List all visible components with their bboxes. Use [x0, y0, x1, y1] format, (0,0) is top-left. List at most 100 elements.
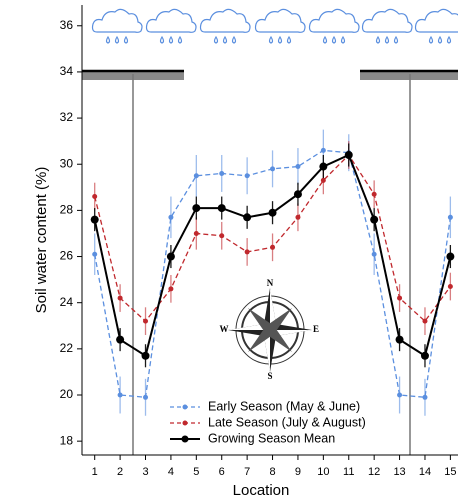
x-tick-label: 8 — [269, 466, 275, 478]
point — [219, 233, 225, 239]
point — [192, 204, 201, 213]
point — [446, 252, 455, 261]
point — [447, 284, 453, 290]
raindrop — [446, 35, 452, 44]
x-tick-label: 3 — [142, 466, 148, 478]
cloud — [254, 8, 306, 33]
point — [422, 318, 428, 324]
y-tick-label: 34 — [60, 64, 74, 78]
point — [193, 173, 199, 179]
point — [244, 173, 250, 179]
x-tick-label: 9 — [295, 466, 301, 478]
point — [447, 214, 453, 220]
cloud — [145, 8, 197, 33]
rain-cloud — [91, 8, 143, 44]
point — [166, 252, 175, 261]
cloud — [199, 8, 251, 33]
point — [270, 244, 276, 250]
x-tick-label: 15 — [444, 466, 456, 478]
raindrop — [331, 35, 337, 44]
compass-star — [248, 308, 292, 352]
point — [217, 204, 226, 213]
raindrop — [277, 35, 283, 44]
y-tick-label: 18 — [60, 433, 74, 447]
raindrop — [268, 35, 274, 44]
y-tick-label: 30 — [60, 156, 74, 170]
raindrop — [322, 35, 328, 44]
legend-swatch-point — [182, 404, 188, 410]
cloud — [361, 8, 413, 33]
y-tick-label: 28 — [60, 203, 74, 217]
raindrop — [177, 35, 183, 44]
y-tick-label: 20 — [60, 387, 74, 401]
decoration — [82, 8, 458, 455]
point — [92, 194, 98, 200]
cloud — [308, 8, 360, 33]
x-tick-label: 10 — [317, 466, 329, 478]
y-tick-label: 22 — [60, 341, 74, 355]
point — [370, 215, 379, 224]
rain-cloud — [145, 8, 197, 44]
point — [243, 213, 252, 222]
rain-cloud — [254, 8, 306, 44]
raindrop — [168, 35, 174, 44]
point — [397, 392, 403, 398]
x-tick-label: 4 — [168, 466, 174, 478]
legend-label: Early Season (May & June) — [208, 399, 360, 413]
point — [244, 249, 250, 255]
point — [141, 351, 150, 360]
point — [168, 286, 174, 292]
raindrop — [437, 35, 443, 44]
y-tick-label: 24 — [60, 295, 74, 309]
compass-label: N — [267, 278, 274, 288]
x-tick-label: 5 — [193, 466, 199, 478]
x-tick-label: 14 — [419, 466, 431, 478]
point — [295, 214, 301, 220]
raindrop — [384, 35, 390, 44]
point — [117, 295, 123, 301]
point — [143, 394, 149, 400]
compass-star — [228, 288, 312, 372]
x-tick-label: 7 — [244, 466, 250, 478]
raindrop — [123, 35, 129, 44]
season-bar — [360, 71, 458, 80]
point — [344, 151, 353, 159]
y-tick-label: 26 — [60, 249, 74, 263]
point — [90, 215, 99, 224]
point — [193, 230, 199, 236]
point — [219, 170, 225, 176]
point — [320, 147, 326, 153]
rain-cloud — [308, 8, 360, 44]
point — [320, 177, 326, 183]
point — [397, 295, 403, 301]
point — [422, 394, 428, 400]
x-tick-label: 6 — [219, 466, 225, 478]
raindrop — [428, 35, 434, 44]
point — [92, 251, 98, 257]
raindrop — [114, 35, 120, 44]
raindrop — [286, 35, 292, 44]
point — [420, 351, 429, 360]
rain-cloud — [199, 8, 251, 44]
point — [117, 392, 123, 398]
x-tick-label: 1 — [92, 466, 98, 478]
legend-label: Growing Season Mean — [208, 431, 335, 445]
point — [116, 335, 125, 344]
raindrop — [159, 35, 165, 44]
x-tick-label: 2 — [117, 466, 123, 478]
raindrop — [375, 35, 381, 44]
compass-label: W — [220, 324, 229, 334]
compass-label: E — [313, 324, 319, 334]
legend-swatch-point — [181, 435, 189, 443]
point — [371, 191, 377, 197]
compass: N E S W — [220, 278, 320, 381]
point — [319, 162, 328, 171]
rain-cloud — [361, 8, 413, 44]
cloud — [414, 8, 458, 33]
raindrop — [340, 35, 346, 44]
point — [395, 335, 404, 344]
y-tick-label: 32 — [60, 110, 74, 124]
point — [293, 190, 302, 199]
legend-label: Late Season (July & August) — [208, 415, 366, 429]
